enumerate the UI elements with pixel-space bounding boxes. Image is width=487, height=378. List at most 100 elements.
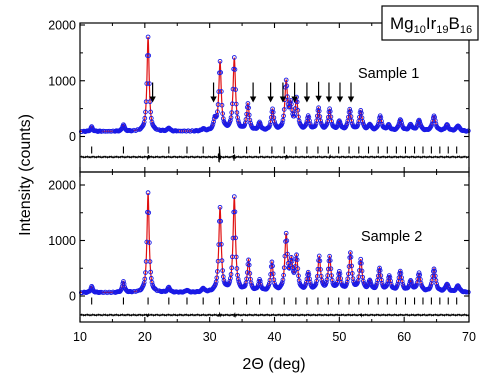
observed-point — [373, 282, 379, 288]
observed-point — [283, 230, 289, 236]
observed-point — [242, 282, 248, 288]
observed-point — [317, 258, 323, 264]
observed-point — [145, 34, 151, 40]
observed-point — [325, 114, 331, 120]
panel-2-frame — [79, 171, 470, 323]
panel-2-data — [78, 190, 471, 319]
observed-point — [464, 289, 469, 295]
observed-point — [220, 268, 225, 273]
observed-point — [281, 272, 286, 278]
observed-point — [359, 110, 364, 116]
observed-point — [415, 276, 421, 282]
observed-point — [358, 108, 364, 113]
observed-point — [248, 280, 254, 286]
observed-point — [231, 194, 237, 199]
observed-point — [291, 113, 297, 119]
observed-point — [349, 263, 354, 269]
observed-point — [324, 121, 330, 127]
observed-point — [247, 117, 253, 123]
panel-1-sample-label: Sample 1 — [358, 66, 419, 82]
observed-point — [377, 265, 382, 271]
impurity-arrow-head — [325, 96, 333, 103]
observed-point — [289, 258, 295, 264]
observed-point — [232, 209, 238, 215]
x-tick-label: 70 — [462, 330, 476, 344]
observed-point — [228, 271, 234, 277]
observed-point — [306, 272, 312, 277]
y-axis-title: Intensity (counts) — [17, 114, 34, 236]
observed-point — [336, 268, 342, 274]
observed-point — [432, 118, 438, 123]
observed-point — [281, 113, 286, 119]
observed-point — [328, 266, 334, 272]
observed-point — [218, 241, 224, 247]
observed-point — [229, 265, 235, 271]
observed-point — [121, 279, 126, 284]
observed-point — [368, 279, 373, 284]
observed-point — [267, 122, 273, 128]
observed-point — [149, 279, 155, 285]
observed-point — [147, 81, 152, 86]
observed-point — [233, 87, 238, 92]
observed-point — [314, 278, 319, 284]
observed-point — [245, 101, 251, 106]
formula-element-2: Ir — [426, 14, 437, 33]
observed-point — [307, 118, 312, 124]
observed-point — [235, 115, 240, 120]
formula-subscript-1: 10 — [414, 24, 426, 36]
observed-point — [312, 124, 318, 129]
observed-point — [313, 121, 319, 127]
observed-point — [146, 53, 152, 58]
observed-point — [284, 238, 290, 244]
observed-point — [386, 121, 391, 127]
observed-point — [318, 267, 323, 272]
observed-point — [337, 271, 343, 277]
observed-point — [289, 101, 294, 107]
observed-point — [257, 278, 263, 284]
observed-point — [399, 279, 405, 284]
panel-1-data — [78, 34, 471, 163]
observed-point — [434, 281, 439, 287]
observed-point — [281, 107, 287, 112]
observed-point — [327, 109, 333, 114]
y-tick-label: 0 — [69, 290, 76, 304]
impurity-arrow-head — [315, 95, 322, 102]
observed-point — [148, 109, 154, 115]
observed-point — [397, 268, 403, 274]
observed-point — [346, 264, 352, 269]
observed-point — [210, 121, 216, 127]
observed-point — [278, 123, 284, 128]
observed-point — [296, 273, 301, 279]
y-tick-label: 1000 — [48, 74, 76, 88]
observed-point — [230, 86, 236, 92]
observed-point — [417, 119, 423, 124]
y-tick-label: 2000 — [48, 179, 76, 193]
observed-point — [142, 276, 148, 282]
observed-point — [305, 269, 311, 275]
observed-point — [378, 273, 384, 278]
observed-point — [246, 262, 252, 268]
difference-curve — [79, 311, 470, 319]
x-tick-label: 50 — [332, 330, 346, 344]
formula-subscript-3: 16 — [460, 24, 472, 36]
observed-point — [349, 271, 355, 276]
observed-point — [325, 266, 331, 272]
panel-2-x-ticks — [79, 172, 470, 322]
observed-point — [329, 277, 335, 283]
observed-point — [231, 55, 237, 60]
observed-point — [121, 281, 127, 287]
y-tick-label: 0 — [69, 130, 76, 144]
observed-point — [328, 114, 334, 120]
observed-point — [216, 242, 222, 247]
observed-point — [292, 111, 297, 117]
observed-point — [388, 278, 393, 284]
observed-point — [377, 268, 383, 273]
observed-point — [246, 105, 251, 111]
impurity-arrow-head — [210, 96, 217, 103]
observed-point — [417, 272, 423, 278]
observed-point — [255, 282, 261, 287]
observed-point — [219, 102, 225, 108]
observed-point — [218, 70, 224, 75]
observed-point — [218, 89, 224, 94]
observed-point — [303, 282, 308, 287]
